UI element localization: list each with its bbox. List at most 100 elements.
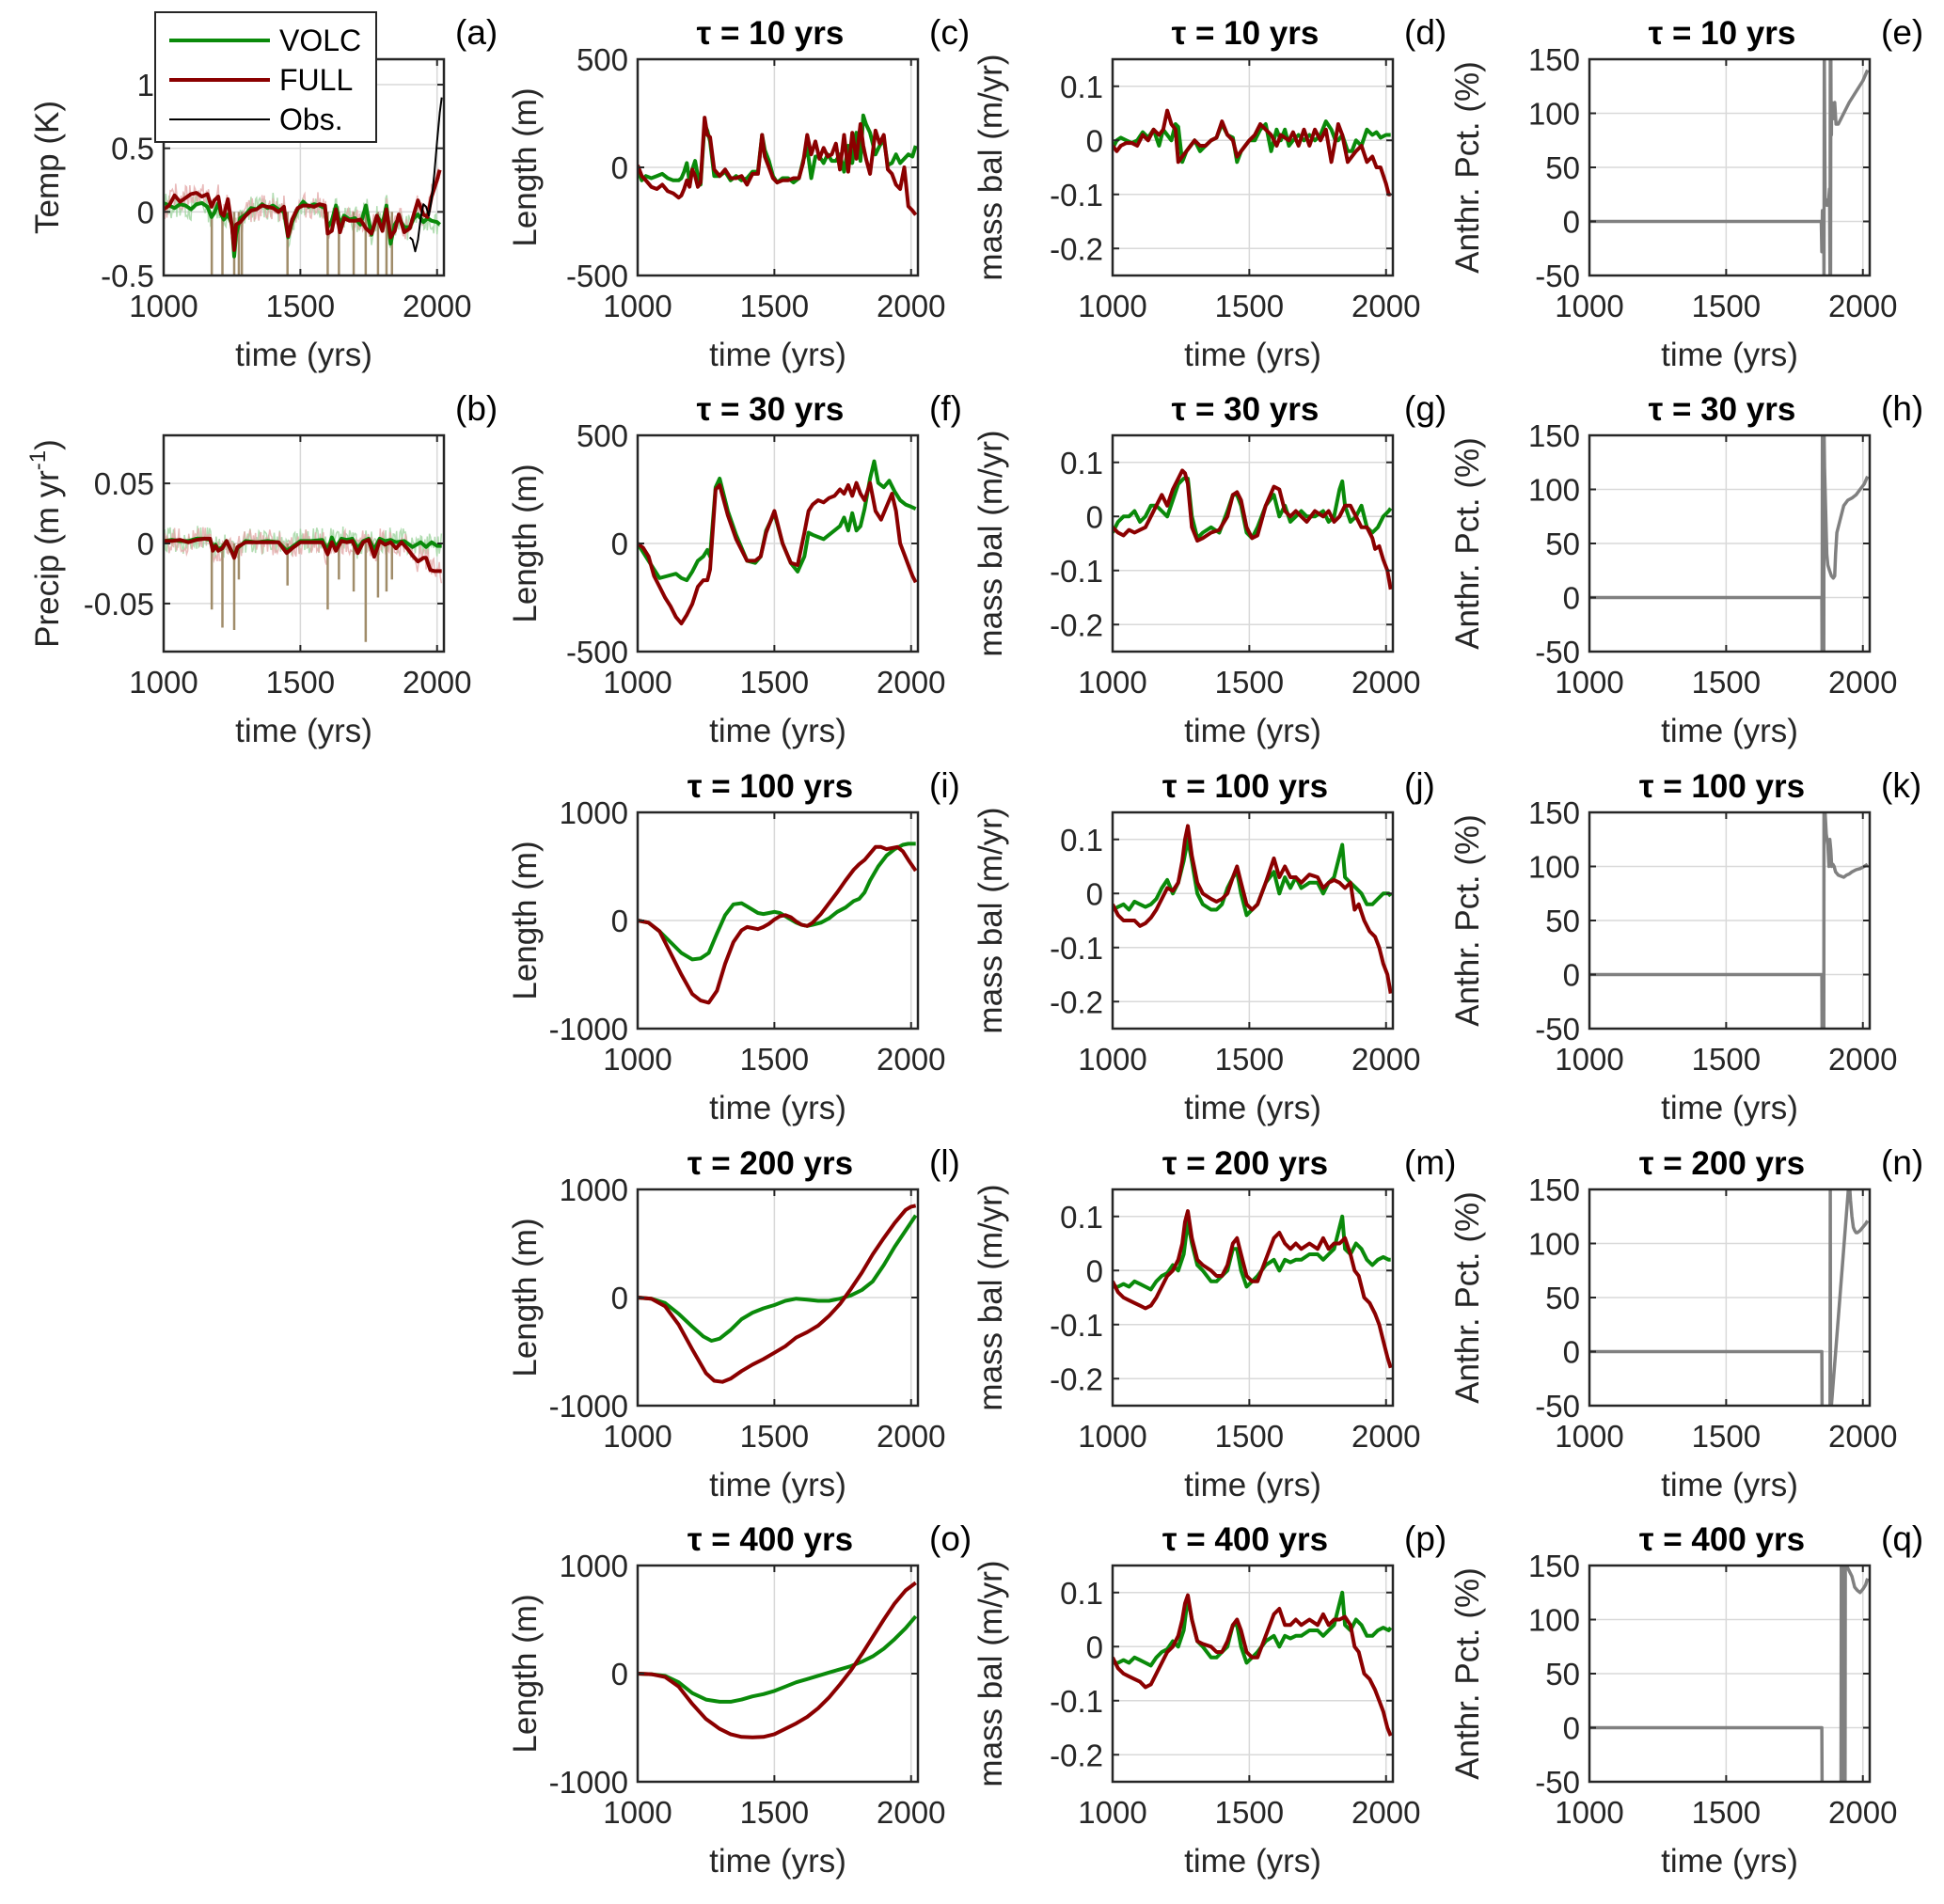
x-tick-label: 1500 [1692,1419,1761,1454]
series-group [638,459,918,626]
y-tick-label: 50 [1545,904,1580,938]
axes-box [1111,433,1395,653]
x-tick-label: 2000 [877,665,945,700]
y-tick-label: -50 [1535,1765,1580,1800]
y-tick-label: -50 [1535,259,1580,293]
series-full [638,1581,917,1739]
panel-q: 1000 1500 2000 -50 0 50 100 150 time (yrs) Anthr.… [1449,1519,1923,1880]
x-axis-label: time (yrs) [1661,1467,1798,1503]
y-tick-label: 150 [1528,418,1580,453]
y-axis-label-text: Anthr. Pct. (%) [1449,814,1486,1027]
x-tick-label: 2000 [877,1042,945,1077]
y-tick-label: 100 [1528,1227,1580,1262]
y-axis-label-text: Length (m) [507,1218,544,1377]
panel-i: 1000 1500 2000 -1000 0 1000 time (yrs) Length (… [507,766,960,1126]
y-tick-label: 1000 [560,795,628,830]
plot-area [1113,1566,1393,1782]
series-group [638,1581,918,1739]
panel-n: 1000 1500 2000 -50 0 50 100 150 time (yrs) Anthr.… [1449,1143,1923,1503]
panel-o: 1000 1500 2000 -1000 0 1000 time (yrs) Length (… [507,1519,972,1880]
y-axis-label: mass bal (m/yr) [972,1560,1009,1786]
series-full [638,844,918,1005]
legend: VOLC FULL Obs. [154,11,377,143]
x-tick-label: 1000 [129,665,198,700]
y-tick-label: -50 [1535,1012,1580,1046]
x-tick-label: 2000 [1351,665,1420,700]
panel-l: 1000 1500 2000 -1000 0 1000 time (yrs) Length (… [507,1143,960,1503]
series-group [164,97,443,275]
panel-letter: (m) [1404,1143,1456,1182]
series-group [1113,1590,1393,1737]
y-axis-label: Precip (m yr-1) [25,439,66,648]
panel-h: 1000 1500 2000 -50 0 50 100 150 time (yrs) Anthr.… [1449,389,1923,749]
plot-area [1113,812,1393,1029]
y-tick-label: 100 [1528,97,1580,132]
y-tick-label: -0.1 [1050,1308,1103,1343]
axes-box [1111,57,1395,277]
series-anthr [1589,1566,1870,1782]
y-tick-label: 0.1 [1060,1200,1103,1235]
x-axis-label: time (yrs) [1661,713,1798,749]
y-axis-label-text: Anthr. Pct. (%) [1449,61,1486,274]
x-tick-label: 1500 [1215,289,1284,323]
y-axis-label: Length (m) [507,841,544,999]
panel-j: 1000 1500 2000 -0.2 -0.1 0 0.1 time (yrs) mass b… [972,766,1435,1126]
panel-title: τ = 100 yrs [1639,768,1805,805]
y-axis-label: Anthr. Pct. (%) [1449,61,1486,274]
y-axis-label-text: Length (m) [507,841,544,999]
y-tick-label: -1000 [549,1765,628,1800]
y-axis-label-text: mass bal (m/yr) [972,54,1009,280]
panel-letter: (k) [1881,766,1921,805]
panel-letter: (n) [1881,1143,1923,1182]
panel-letter: (f) [929,389,962,428]
y-tick-label: -0.2 [1050,984,1103,1019]
x-axis-label: time (yrs) [1184,713,1321,749]
x-tick-label: 1500 [1215,1042,1284,1077]
x-tick-label: 2000 [1351,1042,1420,1077]
x-tick-label: 1500 [1215,1795,1284,1830]
y-tick-label: -0.2 [1050,231,1103,266]
y-tick-label: -1000 [549,1389,628,1424]
y-axis-label-text: Precip (m yr [29,470,66,648]
series-volc [638,459,917,583]
y-axis-label-text: Anthr. Pct. (%) [1449,437,1486,650]
y-tick-label: 0 [137,527,154,561]
panel-b: 1000 1500 2000 -0.05 0 0.05 time (yrs) Precip (… [25,389,498,749]
y-axis-label-text: Anthr. Pct. (%) [1449,1191,1486,1404]
panel-letter: (e) [1881,13,1923,52]
series-group [1589,812,1869,1029]
x-tick-label: 2000 [877,1795,945,1830]
x-tick-label: 1500 [740,1795,809,1830]
x-tick-label: 1000 [1555,1419,1623,1454]
series-full [1113,1209,1393,1369]
y-tick-label: 150 [1528,42,1580,77]
series-full [638,1204,917,1384]
x-axis-label: time (yrs) [709,1843,846,1880]
x-tick-label: 1000 [129,289,198,323]
y-tick-label: 0 [1563,1335,1580,1370]
x-axis-label: time (yrs) [235,713,372,749]
x-tick-label: 1500 [740,1419,809,1454]
panel-g: 1000 1500 2000 -0.2 -0.1 0 0.1 time (yrs) mass b… [972,389,1446,749]
y-tick-label: 0 [1086,499,1103,534]
series-anthr [1589,1189,1870,1406]
y-axis-label-text: Length (m) [507,87,544,246]
panel-a: 1000 1500 2000 -0.5 0 0.5 1 time (yrs) Temp (K) (… [29,11,498,373]
y-tick-label: -0.05 [84,587,154,622]
legend-label-full: FULL [279,63,353,97]
series-volc [638,1214,918,1343]
x-tick-label: 2000 [1828,665,1897,700]
y-axis-label: mass bal (m/yr) [972,54,1009,280]
series-group [638,1204,918,1384]
series-group [1589,1566,1870,1782]
y-axis-label: Anthr. Pct. (%) [1449,1567,1486,1780]
x-tick-label: 1500 [1692,1795,1761,1830]
axes-box [1111,810,1395,1031]
axes-box [1111,1188,1395,1408]
y-tick-label: 0 [1563,958,1580,993]
y-tick-label: -50 [1535,1389,1580,1424]
panel-letter: (c) [929,13,970,52]
y-tick-label: 0 [1563,1711,1580,1746]
y-tick-label: 0 [611,1281,628,1315]
y-tick-label: 150 [1528,795,1580,830]
